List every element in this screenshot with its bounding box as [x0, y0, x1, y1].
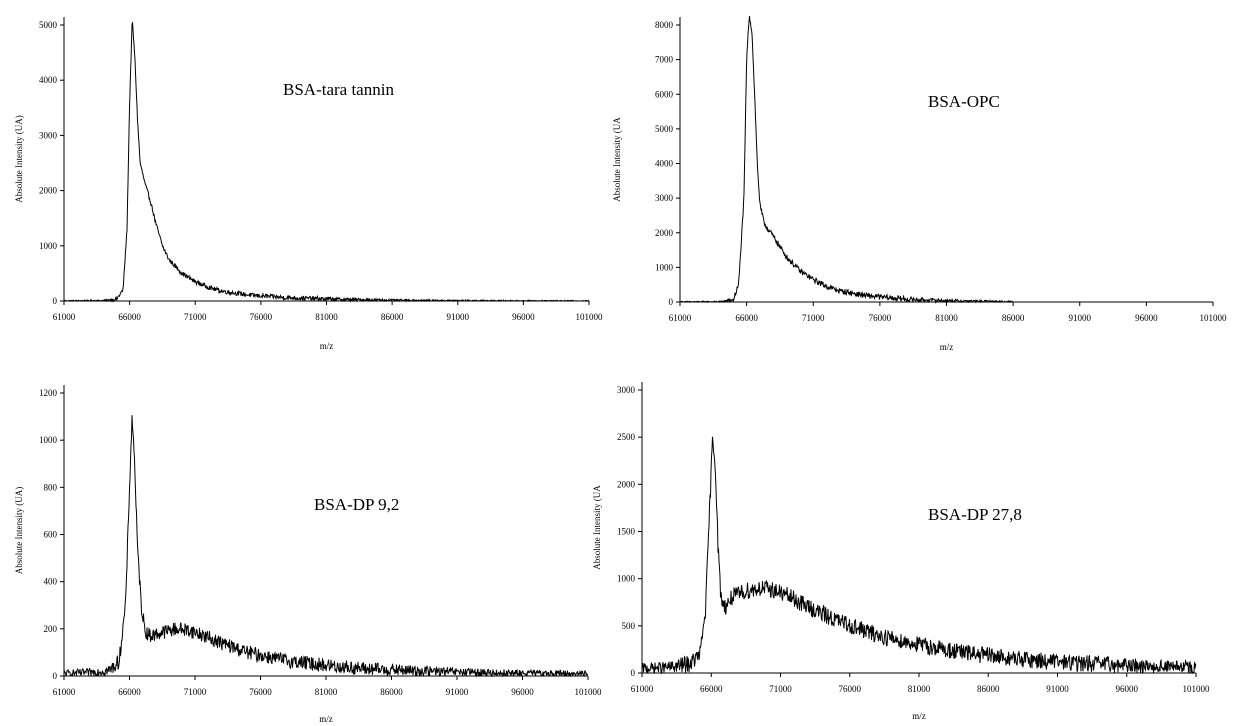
- spectrum-trace: [641, 436, 1197, 675]
- y-tick-label: 2000: [617, 479, 636, 489]
- x-tick-label: 66000: [700, 684, 723, 694]
- x-axis-title: m/z: [940, 342, 954, 352]
- x-tick-label: 81000: [315, 312, 338, 322]
- y-tick-label: 0: [669, 297, 674, 307]
- x-tick-label: 76000: [249, 687, 272, 697]
- x-tick-label: 86000: [977, 684, 1000, 694]
- y-tick-label: 5000: [39, 20, 58, 30]
- y-tick-label: 7000: [655, 55, 674, 65]
- x-tick-label: 96000: [512, 312, 535, 322]
- spectrum-trace: [63, 22, 590, 303]
- y-tick-label: 500: [622, 621, 636, 631]
- y-tick-label: 1000: [655, 262, 674, 272]
- y-tick-label: 1000: [39, 435, 58, 445]
- x-tick-label: 66000: [118, 687, 141, 697]
- chart-panel-1: 61000 66000 71000 76000 81000 86000 91000 96000…: [14, 17, 603, 351]
- x-tick-label: 96000: [1135, 313, 1158, 323]
- y-tick-label: 4000: [39, 75, 58, 85]
- chart-panel-2: 61000 66000 71000 76000 81000 86000 91000 96000…: [612, 16, 1227, 352]
- spectrum-trace: [63, 415, 589, 678]
- series-annotation: BSA-DP 27,8: [928, 505, 1022, 524]
- y-tick-label: 1500: [617, 527, 636, 537]
- x-tick-label: 61000: [631, 684, 654, 694]
- x-tick-label: 101000: [1200, 313, 1228, 323]
- x-tick-label: 71000: [184, 687, 207, 697]
- y-axis-title: Absolute Intensity (UA: [592, 485, 602, 570]
- x-tick-label: 81000: [935, 313, 958, 323]
- y-tick-label: 2000: [39, 186, 58, 196]
- x-tick-label: 71000: [769, 684, 792, 694]
- y-tick-label: 1000: [39, 241, 58, 251]
- spectrum-trace: [679, 16, 1014, 304]
- series-annotation: BSA-OPC: [928, 92, 1000, 111]
- y-tick-label: 4000: [655, 159, 674, 169]
- y-tick-label: 0: [53, 671, 58, 681]
- y-axis-title: Absolute Intensity (UA): [14, 115, 24, 203]
- x-tick-label: 81000: [315, 687, 338, 697]
- x-tick-label: 101000: [576, 312, 604, 322]
- x-tick-label: 76000: [250, 312, 273, 322]
- y-tick-label: 1000: [617, 574, 636, 584]
- x-tick-label: 61000: [669, 313, 692, 323]
- y-tick-label: 5000: [655, 124, 674, 134]
- x-axis-title: m/z: [912, 711, 926, 721]
- x-tick-label: 76000: [839, 684, 862, 694]
- x-tick-label: 66000: [735, 313, 758, 323]
- series-annotation: BSA-DP 9,2: [314, 495, 399, 514]
- x-tick-label: 61000: [53, 312, 76, 322]
- x-tick-label: 91000: [1046, 684, 1069, 694]
- y-tick-label: 0: [53, 296, 58, 306]
- y-tick-label: 1200: [39, 388, 58, 398]
- series-annotation: BSA-tara tannin: [283, 80, 394, 99]
- y-tick-label: 600: [44, 530, 58, 540]
- y-axis-title: Absolute Intensity (UA): [14, 487, 24, 575]
- x-tick-label: 86000: [380, 687, 403, 697]
- y-tick-label: 8000: [655, 20, 674, 30]
- x-tick-label: 96000: [1116, 684, 1139, 694]
- y-tick-label: 3000: [617, 385, 636, 395]
- x-tick-label: 101000: [1183, 684, 1211, 694]
- y-tick-label: 2000: [655, 228, 674, 238]
- y-tick-label: 3000: [39, 130, 58, 140]
- x-tick-label: 61000: [53, 687, 76, 697]
- y-tick-label: 2500: [617, 432, 636, 442]
- y-tick-label: 0: [631, 668, 636, 678]
- x-axis-title: m/z: [320, 341, 334, 351]
- y-tick-label: 6000: [655, 89, 674, 99]
- chart-panel-3: 61000 66000 71000 76000 81000 86000 91000 96000…: [14, 385, 602, 724]
- y-tick-label: 800: [44, 482, 58, 492]
- x-tick-label: 66000: [118, 312, 141, 322]
- x-tick-label: 71000: [184, 312, 207, 322]
- y-tick-label: 400: [44, 577, 58, 587]
- x-tick-label: 91000: [446, 687, 469, 697]
- x-tick-label: 86000: [381, 312, 404, 322]
- y-tick-label: 200: [44, 624, 58, 634]
- x-tick-label: 101000: [575, 687, 603, 697]
- y-axis-title: Absolute Intensity (UA: [612, 117, 622, 202]
- x-tick-label: 86000: [1002, 313, 1025, 323]
- x-tick-label: 91000: [1069, 313, 1092, 323]
- y-tick-label: 3000: [655, 193, 674, 203]
- x-tick-label: 71000: [802, 313, 825, 323]
- x-tick-label: 76000: [869, 313, 892, 323]
- x-tick-label: 81000: [908, 684, 931, 694]
- x-axis-title: m/z: [319, 714, 333, 724]
- x-tick-label: 96000: [511, 687, 534, 697]
- x-tick-label: 91000: [447, 312, 470, 322]
- chart-panel-4: 61000 66000 71000 76000 81000 86000 91000 96000…: [592, 382, 1210, 721]
